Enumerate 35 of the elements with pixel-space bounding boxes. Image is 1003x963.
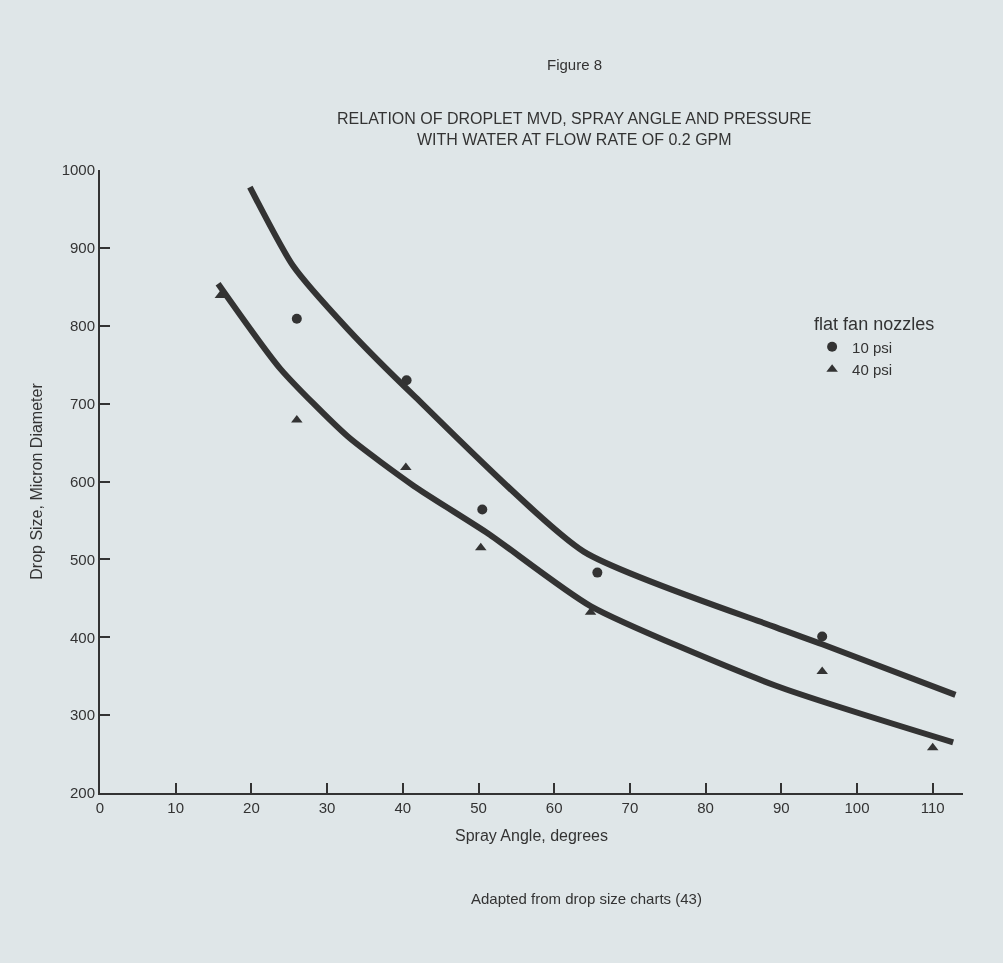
x-tick-label: 70 [621,799,639,816]
text: Adapted from drop size charts (43) [471,890,702,907]
y-axis-title: Drop Size, Micron Diameter [28,382,46,580]
x-axis-title: Spray Angle, degrees [455,827,608,845]
x-tick-label: 100 [844,799,870,816]
chart-title: Figure 8 [547,56,603,73]
point [477,504,488,515]
point [475,542,487,551]
y-tick-label: 300 [69,706,95,724]
y-tick-label: 800 [69,317,95,334]
y-tick-label: 900 [69,239,95,257]
x-tick-label: 10 [167,799,185,816]
legend-label: 40 psi [852,361,893,379]
y-tick-label: 200 [69,784,95,802]
x-tick-label: 50 [470,799,487,816]
y-tick-label: 700 [69,394,95,412]
x-tick-label: 110 [920,799,945,816]
x-tick-label: 40 [394,799,412,816]
legend-label: 10 psi [852,338,893,356]
x-tick-label: 0 [95,799,105,816]
legend-title: flat fan nozzles [814,314,935,335]
x-tick-label: 60 [545,799,563,816]
y-tick-label: 400 [69,628,95,646]
y-tick-label: 500 [69,550,95,568]
y-tick-label: 600 [69,472,95,490]
x-tick-label: 80 [697,799,714,816]
point [291,313,302,324]
y-tick-label: 1000 [61,161,95,179]
x-tick-label: 90 [772,799,790,816]
x-tick-label: 20 [243,799,260,816]
chart-subtitle: RELATION OF DROPLET MVD, SPRAY ANGLE AND PRESSURE WITH WATER AT FLOW RATE OF 0.2 GPM [337,110,812,148]
point [816,666,828,675]
x-tick-label: 30 [318,799,336,816]
point [592,567,603,578]
point [817,631,828,642]
